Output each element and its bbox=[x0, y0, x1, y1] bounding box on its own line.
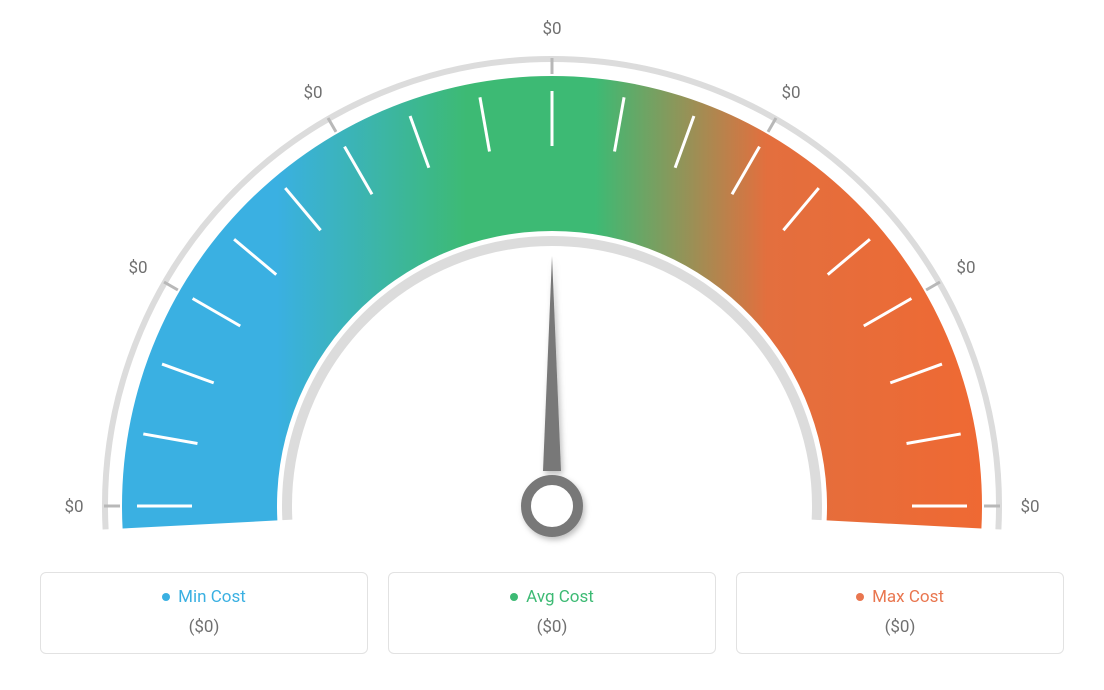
legend-dot-min bbox=[162, 593, 170, 601]
svg-text:$0: $0 bbox=[128, 258, 147, 278]
cost-gauge-widget: $0 $0 $0 $0 $0 $0 $0 Min Cost ($0) Avg Cost ($… bbox=[0, 0, 1104, 690]
legend-card-max: Max Cost ($0) bbox=[736, 572, 1064, 654]
svg-text:$0: $0 bbox=[1020, 497, 1039, 517]
legend-dot-avg bbox=[510, 593, 518, 601]
legend-row: Min Cost ($0) Avg Cost ($0) Max Cost ($0… bbox=[0, 572, 1104, 654]
legend-value-max: ($0) bbox=[747, 617, 1053, 637]
svg-text:$0: $0 bbox=[542, 19, 561, 39]
gauge-chart: $0 $0 $0 $0 $0 $0 $0 bbox=[0, 0, 1104, 560]
legend-label-avg: Avg Cost bbox=[526, 587, 594, 607]
legend-value-avg: ($0) bbox=[399, 617, 705, 637]
legend-dot-max bbox=[856, 593, 864, 601]
svg-text:$0: $0 bbox=[956, 258, 975, 278]
svg-text:$0: $0 bbox=[64, 497, 83, 517]
legend-card-min: Min Cost ($0) bbox=[40, 572, 368, 654]
svg-text:$0: $0 bbox=[781, 83, 800, 103]
legend-label-max: Max Cost bbox=[872, 587, 944, 607]
legend-value-min: ($0) bbox=[51, 617, 357, 637]
svg-text:$0: $0 bbox=[303, 83, 322, 103]
legend-card-avg: Avg Cost ($0) bbox=[388, 572, 716, 654]
legend-label-min: Min Cost bbox=[178, 587, 246, 607]
